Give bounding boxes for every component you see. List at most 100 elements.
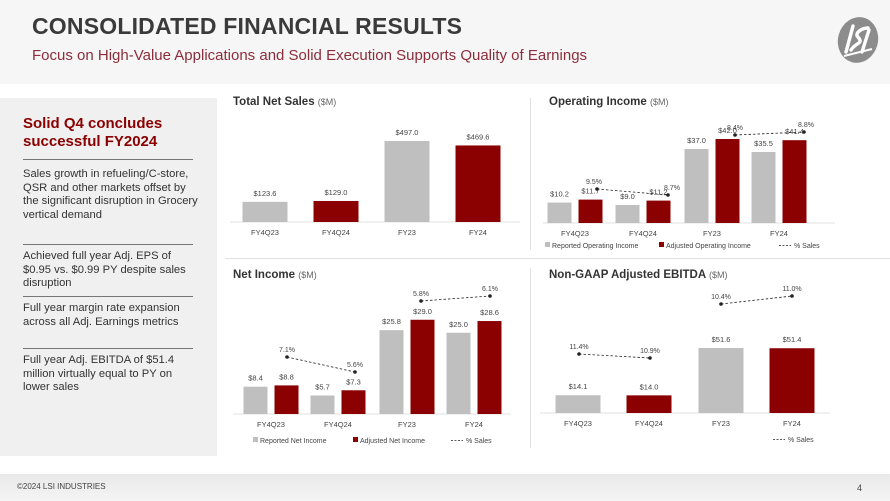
data-label: $25.0 (449, 320, 468, 329)
data-label: $37.0 (687, 136, 706, 145)
divider (225, 258, 890, 259)
bar (242, 201, 288, 222)
x-tick-label: FY24 (465, 420, 483, 429)
x-tick-label: FY23 (712, 419, 730, 428)
legend-label: Reported Net Income (260, 438, 327, 445)
data-label: $51.6 (712, 335, 731, 344)
data-label: 6.1% (482, 286, 498, 293)
data-label: $29.0 (413, 307, 432, 316)
netinc-chart-title: Net Income ($M) (233, 269, 317, 281)
legend-swatch (545, 242, 550, 247)
pct-sales-line (596, 188, 669, 196)
divider (23, 244, 193, 245)
operating-income-chart: $10.2 $11.7 FY4Q23 $9.0 $11.2 FY4Q24 $37.0 $42.… (543, 122, 835, 250)
pct-marker (577, 352, 581, 356)
adjusted-bar (274, 385, 299, 414)
data-label: $123.6 (254, 189, 277, 198)
data-label: $7.3 (346, 377, 361, 386)
data-label: 11.0% (782, 286, 801, 293)
highlight-item: Achieved full year Adj. EPS of $0.95 vs.… (23, 250, 186, 289)
adjusted-bar (410, 319, 435, 414)
x-tick-label: FY4Q23 (564, 419, 592, 428)
data-label: $14.1 (569, 382, 588, 391)
x-tick-label: FY4Q24 (324, 420, 352, 429)
bar (626, 395, 672, 413)
pct-marker (790, 294, 794, 298)
copyright: ©2024 LSI INDUSTRIES (17, 482, 106, 491)
reported-bar (684, 149, 709, 223)
pct-marker (733, 133, 737, 137)
legend-label: Adjusted Operating Income (666, 243, 751, 250)
pct-sales-line (720, 295, 793, 305)
divider (530, 98, 531, 250)
legend-label: % Sales (466, 438, 492, 445)
divider (23, 296, 193, 297)
pct-marker (488, 294, 492, 298)
legend-label: Adjusted Net Income (360, 438, 425, 445)
pct-sales-line (578, 353, 651, 359)
data-label: 10.4% (711, 294, 731, 301)
highlight-item: Full year Adj. EBITDA of $51.4 million v… (23, 354, 175, 393)
x-tick-label: FY23 (703, 229, 721, 238)
divider (530, 268, 531, 448)
pct-marker (802, 130, 806, 134)
pct-marker (285, 355, 289, 359)
legend-label: Reported Operating Income (552, 243, 638, 250)
x-tick-label: FY24 (783, 419, 801, 428)
legend-swatch (253, 437, 258, 442)
reported-bar (243, 386, 268, 414)
ebitda-chart-title: Non-GAAP Adjusted EBITDA ($M) (549, 269, 728, 281)
data-label: $10.2 (550, 190, 569, 199)
pct-marker (419, 299, 423, 303)
data-label: $5.7 (315, 382, 330, 391)
data-label: $11.7 (581, 187, 599, 196)
x-tick-label: FY23 (398, 228, 416, 237)
data-label: 8.8% (798, 122, 814, 129)
data-label: $8.4 (248, 374, 263, 383)
net-income-chart: $8.4 $8.8 FY4Q23 $5.7 $7.3 FY4Q24 $25.8 $29.0 FY… (233, 286, 510, 445)
adjusted-bar (782, 140, 807, 223)
divider (23, 159, 193, 160)
page-title: CONSOLIDATED FINANCIAL RESULTS (32, 13, 463, 39)
x-tick-label: FY23 (398, 420, 416, 429)
data-label: $469.6 (467, 132, 490, 141)
bar (455, 145, 501, 222)
legend-label: % Sales (794, 243, 820, 250)
highlight-item: Full year margin rate expansion across a… (23, 302, 180, 328)
lsi-logo-icon (837, 17, 879, 63)
reported-bar (379, 330, 404, 414)
data-label: $11.2 (649, 188, 667, 197)
adjusted-bar (477, 321, 502, 414)
x-tick-label: FY4Q23 (257, 420, 285, 429)
data-label: $42.0 (718, 126, 737, 135)
pct-marker (353, 370, 357, 374)
slide-footer: ©2024 LSI INDUSTRIES 4 (0, 474, 890, 501)
bar (769, 348, 815, 413)
adjusted-bar (578, 199, 603, 223)
pct-marker (648, 356, 652, 360)
legend-swatch (353, 437, 358, 442)
data-label: $41.4 (785, 127, 804, 136)
sidebar-heading: Solid Q4 concludes successful FY2024 (23, 115, 163, 150)
highlights-sidebar: Solid Q4 concludes successful FY2024 Sal… (0, 98, 217, 456)
adjusted-bar (646, 200, 671, 223)
bar (384, 140, 430, 222)
pct-sales-line (286, 356, 356, 373)
data-label: 8.7% (664, 185, 680, 192)
total-net-sales-chart: $123.6 FY4Q23 $129.0 FY4Q24 $497.0 FY23 $469.6… (230, 128, 520, 237)
data-label: 5.8% (413, 291, 429, 298)
reported-bar (446, 332, 471, 414)
data-label: $14.0 (640, 382, 659, 391)
page-subtitle: Focus on High-Value Applications and Sol… (32, 47, 588, 64)
reported-bar (751, 152, 776, 223)
x-tick-label: FY4Q24 (322, 228, 350, 237)
legend-swatch (659, 242, 664, 247)
page-number: 4 (857, 483, 863, 493)
data-label: $8.8 (279, 372, 294, 381)
slide-header: CONSOLIDATED FINANCIAL RESULTS Focus on … (0, 0, 890, 84)
x-tick-label: FY4Q24 (629, 229, 657, 238)
data-label: 7.1% (279, 347, 295, 354)
adjusted-bar (715, 139, 740, 223)
data-label: 8.4% (727, 125, 743, 132)
data-label: $497.0 (396, 128, 419, 137)
